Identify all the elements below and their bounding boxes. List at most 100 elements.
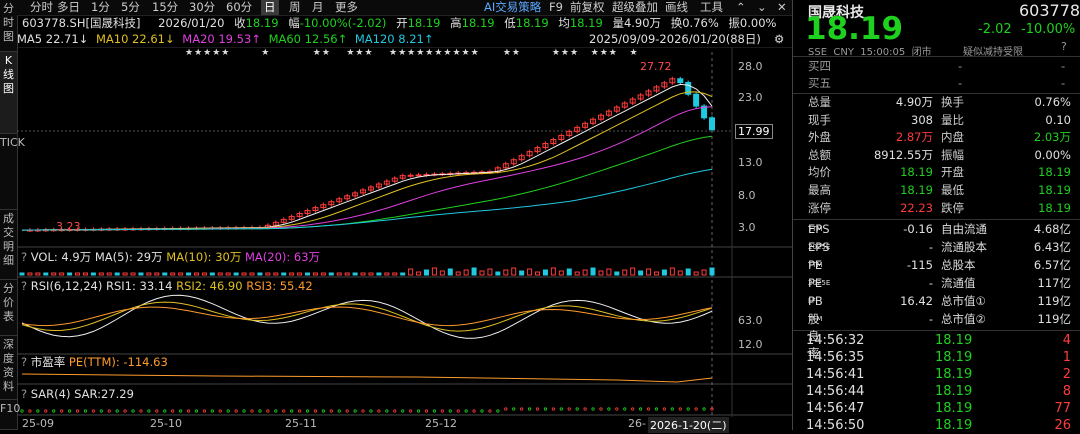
- period-5min[interactable]: 5分: [121, 0, 140, 14]
- vol-value: 4.90万: [623, 16, 662, 30]
- draw-line-button[interactable]: 画线: [665, 0, 688, 14]
- overlay-button[interactable]: 超级叠加: [612, 0, 658, 14]
- help-icon[interactable]: ?: [21, 279, 28, 293]
- kline-chart[interactable]: [17, 47, 792, 430]
- rsi-label-text: RSI(6,12,24): [30, 279, 103, 293]
- period-1min[interactable]: 1分: [91, 0, 110, 14]
- stat-label: 量比: [941, 112, 964, 127]
- fin-row: EPS TTM -0.16 自由流通 4.68亿: [793, 221, 1080, 238]
- help-icon[interactable]: ?: [21, 250, 28, 264]
- rsi-y-label: 12.0: [738, 338, 763, 351]
- help-icon[interactable]: ?: [21, 355, 28, 369]
- y-label: 13.0: [738, 156, 763, 169]
- pe-label-text: 市盈率: [30, 355, 66, 369]
- high-value: 18.19: [461, 16, 495, 30]
- order-vol: -: [1061, 59, 1066, 73]
- stat-label: 开盘: [941, 165, 964, 180]
- tick-price: 18.19: [935, 367, 973, 382]
- x-cursor-date: 2026-1-20(二): [648, 417, 729, 433]
- up-arrow-icon[interactable]: ⌃: [736, 0, 746, 14]
- ma10-value: MA10 22.61↓: [95, 32, 175, 46]
- tab-kline[interactable]: K线图: [0, 52, 17, 134]
- stat-value: 8912.55万: [873, 147, 933, 162]
- range-label: 幅: [288, 16, 300, 30]
- close-label: 收: [234, 16, 246, 30]
- fin-label[interactable]: EPS TTM: [808, 221, 830, 241]
- period-day[interactable]: 日: [261, 0, 279, 15]
- sar-label-text: SAR(4): [30, 387, 71, 401]
- period-intraday[interactable]: 分时: [30, 0, 53, 14]
- stat-value: 18.19: [900, 165, 933, 180]
- rsi1-value: RSI1: 33.14: [105, 279, 173, 293]
- stat-value: 308: [911, 112, 933, 127]
- x-tick: 25-10: [150, 417, 182, 430]
- pe-value: PE(TTM): -114.63: [68, 355, 168, 369]
- fin-label-sup: 2025E: [808, 279, 831, 287]
- stat-row: 涨停 22.23 跌停 18.19: [793, 200, 1080, 217]
- y-label: 3.0: [738, 221, 756, 234]
- period-15min[interactable]: 15分: [152, 0, 179, 14]
- open-value: 18.19: [407, 16, 441, 30]
- fin-value: -: [928, 240, 933, 254]
- stat-label: 跌停: [941, 200, 964, 215]
- fin-label-text: 股息率: [808, 312, 820, 360]
- stat-value: 18.19: [1038, 183, 1071, 197]
- down-arrow-icon[interactable]: ⌄: [757, 0, 767, 14]
- stat-row: 总额 8912.55万 振幅 0.00%: [793, 147, 1080, 164]
- period-more[interactable]: 更多: [335, 0, 358, 14]
- period-week[interactable]: 周: [289, 0, 301, 14]
- stock-code: 603778: [1019, 1, 1080, 20]
- fin-label[interactable]: PB LF: [808, 293, 823, 313]
- order-row: 买五 - -: [793, 75, 1080, 92]
- period-multiday[interactable]: 多日: [57, 0, 80, 14]
- fin-value: 117亿: [1037, 276, 1071, 290]
- fin-label[interactable]: 股息率 TTM: [808, 311, 822, 360]
- tab-depth-info[interactable]: 深度资料: [0, 336, 17, 400]
- x-tick: 25-12: [425, 417, 457, 430]
- tick-price: 18.19: [935, 350, 973, 365]
- tab-intraday[interactable]: 分时图: [0, 0, 17, 52]
- fin-row: EPS 2025E - 流通股本 6.43亿: [793, 239, 1080, 256]
- fin-value: 119亿: [1037, 294, 1071, 308]
- amp-label: 振: [728, 16, 740, 30]
- tab-tick[interactable]: TICK: [0, 134, 25, 210]
- stat-value: 4.90万: [895, 95, 933, 109]
- fin-label[interactable]: PE 2025E: [808, 275, 830, 295]
- order-label: 买四: [808, 59, 831, 73]
- help-icon[interactable]: ?: [21, 387, 28, 401]
- tab-f10[interactable]: F10: [0, 400, 20, 430]
- ma-bar: MA5 22.71↓ MA10 22.61↓ MA20 19.53↑ MA60 …: [17, 31, 792, 47]
- fin-row: 股息率 TTM - 总市值② 119亿: [793, 311, 1080, 360]
- tab-trade-detail[interactable]: 成交明细: [0, 210, 17, 280]
- fin-label-text: PB: [808, 294, 823, 308]
- help-icon[interactable]: ?: [1061, 40, 1067, 53]
- stat-value: 18.19: [900, 183, 933, 197]
- order-price: -: [958, 59, 963, 73]
- period-60min[interactable]: 60分: [226, 0, 253, 14]
- stat-label: 总量: [808, 95, 831, 109]
- adjust-button[interactable]: 前复权: [570, 0, 605, 14]
- period-month[interactable]: 月: [312, 0, 324, 14]
- fin-value: -: [928, 312, 933, 326]
- fin-label[interactable]: EPS 2025E: [808, 239, 830, 259]
- tick-price: 18.19: [935, 384, 973, 399]
- tick-vol: 1: [1062, 350, 1071, 365]
- period-30min[interactable]: 30分: [189, 0, 216, 14]
- sar-panel-label: ? SAR(4) SAR:27.29: [21, 387, 134, 401]
- order-row: 买四 - -: [793, 58, 1080, 75]
- ma120-value: MA120 8.21↑: [354, 32, 434, 46]
- tab-price-table[interactable]: 分价表: [0, 280, 17, 336]
- tools-button[interactable]: 工具: [700, 0, 723, 14]
- close-icon[interactable]: ✕: [777, 0, 787, 14]
- left-tab-strip: 分时图 K线图 TICK 成交明细 分价表 深度资料 F10: [0, 0, 25, 430]
- stat-value: 22.23: [900, 200, 933, 215]
- stock-name: 国晟科技: [808, 5, 864, 21]
- fin-row: PE TTM -115 总股本 6.57亿: [793, 257, 1080, 274]
- settings-icon[interactable]: ⚙: [774, 32, 785, 46]
- stat-row: 总量 4.90万 换手 0.76%: [793, 94, 1080, 111]
- fin-label[interactable]: PE TTM: [808, 257, 822, 277]
- f9-button[interactable]: F9: [549, 0, 563, 14]
- stat-value: 0.76%: [1034, 95, 1071, 109]
- ai-strategy-button[interactable]: AI交易策略: [484, 0, 542, 14]
- stock-code-name: 603778.SH[国晟科技]: [22, 16, 141, 30]
